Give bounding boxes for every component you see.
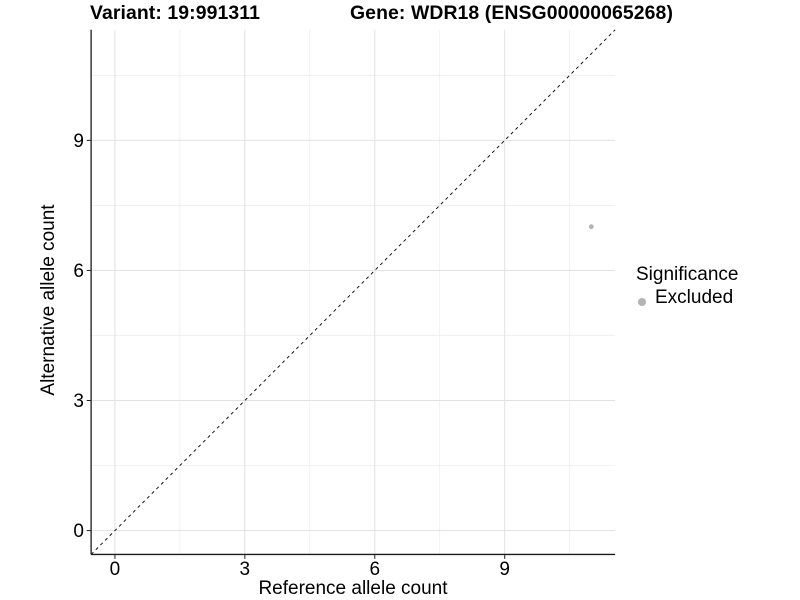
svg-text:0: 0 (73, 521, 84, 542)
svg-text:9: 9 (73, 131, 84, 152)
svg-text:9: 9 (499, 559, 510, 580)
svg-text:6: 6 (369, 559, 380, 580)
svg-text:3: 3 (73, 391, 84, 412)
svg-text:6: 6 (73, 261, 84, 282)
svg-text:3: 3 (240, 559, 251, 580)
svg-text:0: 0 (110, 559, 121, 580)
